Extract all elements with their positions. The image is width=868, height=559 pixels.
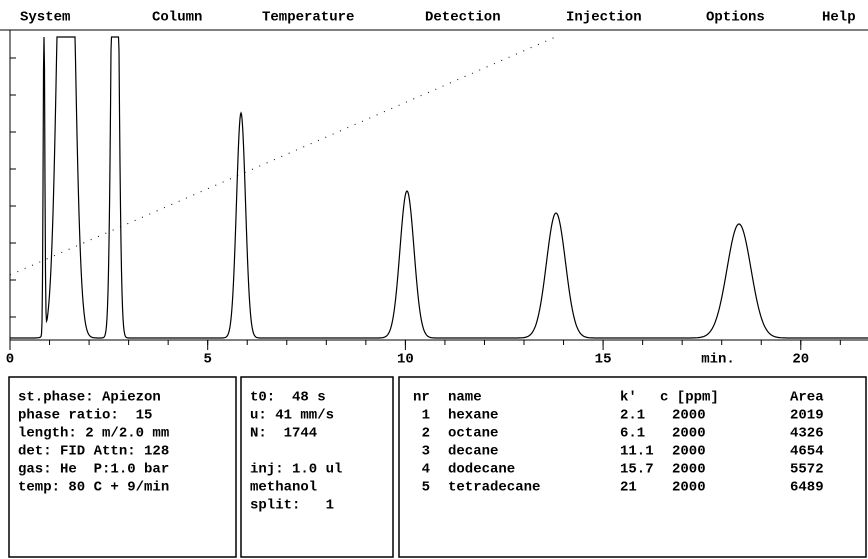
x-tick-label: 15 [595,352,612,368]
table-cell: dodecane [448,462,515,478]
table-header: c [ppm] [660,390,719,406]
table-cell: 2000 [672,444,706,460]
x-tick-label: 20 [792,352,809,368]
table-cell: 6.1 [620,426,645,442]
table-cell: 2000 [672,408,706,424]
table-header: k' [620,390,637,406]
table-cell: 2000 [672,426,706,442]
table-cell: 6489 [790,480,824,496]
temperature-program [9,34,561,276]
injection-info: split: 1 [250,498,334,514]
table-cell: octane [448,426,498,442]
injection-info: inj: 1.0 ul [250,462,342,478]
x-unit-label: min. [701,352,735,368]
column-info: st.phase: Apiezon [18,390,161,406]
menu-item[interactable]: Temperature [262,10,354,26]
table-cell: tetradecane [448,480,540,496]
table-cell: 2000 [672,462,706,478]
results-panel [398,376,867,558]
menu-item[interactable]: System [20,10,70,26]
table-cell: 5 [422,480,430,496]
table-header: name [448,390,482,406]
column-info: det: FID Attn: 128 [18,444,169,460]
table-cell: 4326 [790,426,824,442]
table-cell: 11.1 [620,444,654,460]
table-cell: 5572 [790,462,824,478]
column-info: phase ratio: 15 [18,408,152,424]
x-tick-label: 10 [397,352,414,368]
injection-info: methanol [250,480,317,496]
chromatogram-trace [10,36,868,339]
table-cell: 4654 [790,444,824,460]
column-info: gas: He P:1.0 bar [18,462,169,478]
column-info: temp: 80 C + 9/min [18,480,169,496]
column-panel [8,376,237,558]
table-cell: hexane [448,408,498,424]
table-header: Area [790,390,824,406]
run-info: N: 1744 [250,426,317,442]
menu-item[interactable]: Help [822,10,856,26]
table-cell: 2019 [790,408,824,424]
menu-item[interactable]: Options [706,10,765,26]
run-info: t0: 48 s [250,390,326,406]
menu-item[interactable]: Injection [566,10,642,26]
x-tick-label: 5 [203,352,211,368]
run-panel [240,376,394,558]
table-cell: 3 [422,444,430,460]
table-cell: 2 [422,426,430,442]
table-cell: 15.7 [620,462,654,478]
menu-item[interactable]: Column [152,10,202,26]
x-tick-label: 0 [6,352,14,368]
column-info: length: 2 m/2.0 mm [18,426,169,442]
table-cell: 4 [422,462,430,478]
table-cell: 2000 [672,480,706,496]
table-cell: 21 [620,480,637,496]
table-header: nr [413,390,430,406]
table-cell: decane [448,444,498,460]
table-cell: 1 [422,408,430,424]
run-info: u: 41 mm/s [250,408,334,424]
table-cell: 2.1 [620,408,645,424]
menu-item[interactable]: Detection [425,10,501,26]
